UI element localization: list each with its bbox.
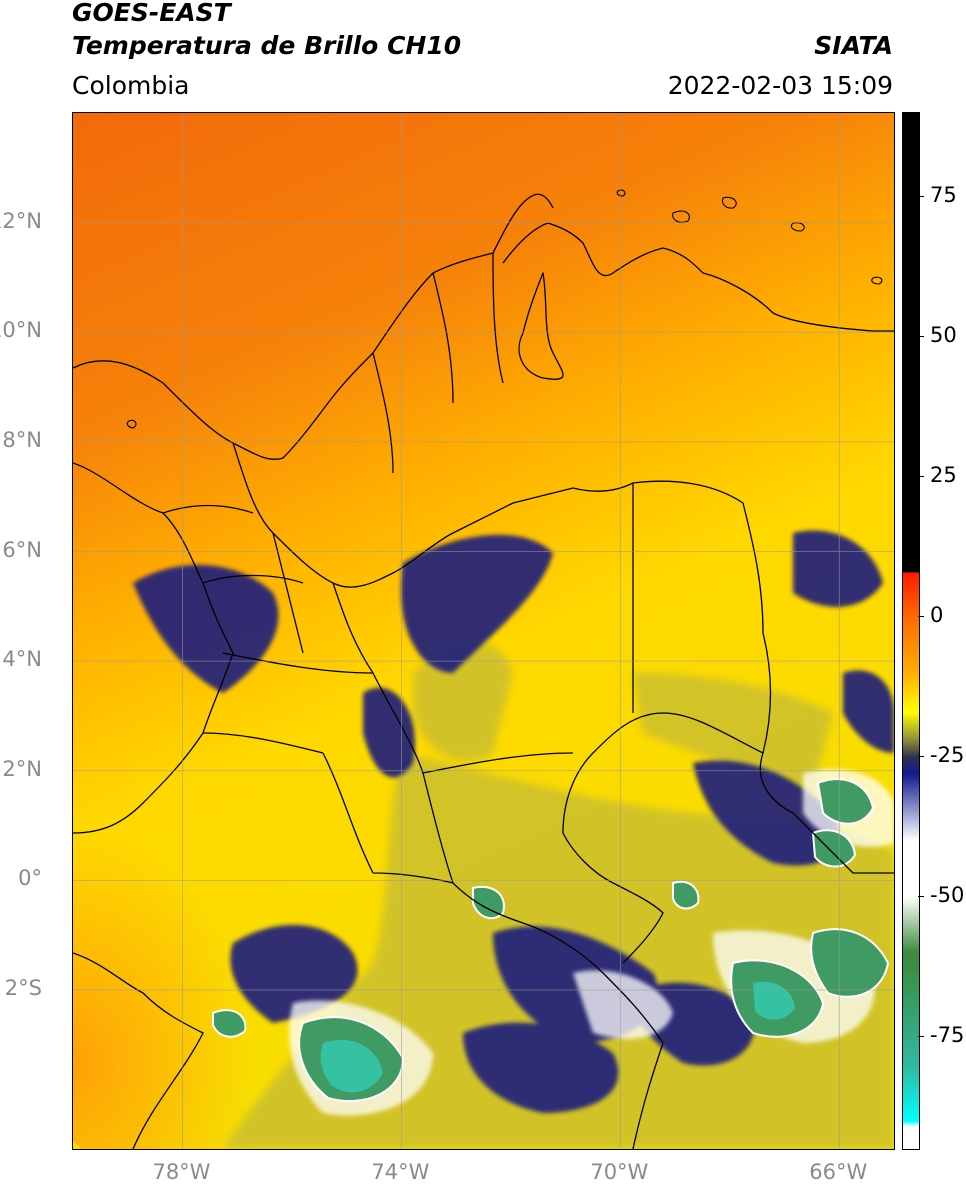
colorbar-tick-mark xyxy=(918,756,924,757)
colorbar-tick-label: -25 xyxy=(930,743,965,767)
map-panel xyxy=(72,112,895,1150)
longitude-tick-label: 66°W xyxy=(809,1160,868,1184)
colorbar-tick-mark xyxy=(918,1036,924,1037)
coastlines-and-borders xyxy=(73,193,894,1149)
colorbar-tick-mark xyxy=(918,476,924,477)
colorbar-tick-label: 50 xyxy=(930,323,957,347)
longitude-tick-label: 74°W xyxy=(371,1160,430,1184)
latitude-tick-label: 0° xyxy=(18,866,42,891)
datetime-label: 2022-02-03 15:09 xyxy=(667,71,893,100)
latitude-tick-label: 8°N xyxy=(2,427,42,452)
source-label: SIATA xyxy=(814,31,893,60)
longitude-tick-label: 78°W xyxy=(152,1160,211,1184)
colorbar-tick-mark xyxy=(918,196,924,197)
teal-coldest-core xyxy=(320,981,795,1093)
product-title: Temperatura de Brillo CH10 xyxy=(72,31,462,60)
colorbar xyxy=(902,112,920,1150)
latitude-tick-label: 12°N xyxy=(0,208,42,233)
latitude-tick-label: 10°N xyxy=(0,318,42,343)
colorbar-tick-label: 25 xyxy=(930,463,957,487)
satellite-title: GOES-EAST xyxy=(72,0,231,27)
colorbar-tick-label: 0 xyxy=(930,603,944,627)
latitude-tick-label: 4°N xyxy=(2,647,42,672)
colorbar-tick-mark xyxy=(918,896,924,897)
colorbar-tick-label: -50 xyxy=(930,883,965,907)
graticule xyxy=(73,113,894,1149)
brightness-temperature-map xyxy=(73,113,894,1149)
latitude-tick-label: 6°N xyxy=(2,537,42,562)
latitude-tick-label: 2°N xyxy=(2,756,42,781)
islands xyxy=(126,189,883,429)
colorbar-tick-mark xyxy=(918,336,924,337)
region-label: Colombia xyxy=(72,71,190,100)
colorbar-tick-label: 75 xyxy=(930,183,957,207)
longitude-tick-label: 70°W xyxy=(590,1160,649,1184)
colorbar-tick-label: -75 xyxy=(930,1023,965,1047)
colorbar-tick-mark xyxy=(918,616,924,617)
latitude-tick-label: 2°S xyxy=(4,976,42,1001)
